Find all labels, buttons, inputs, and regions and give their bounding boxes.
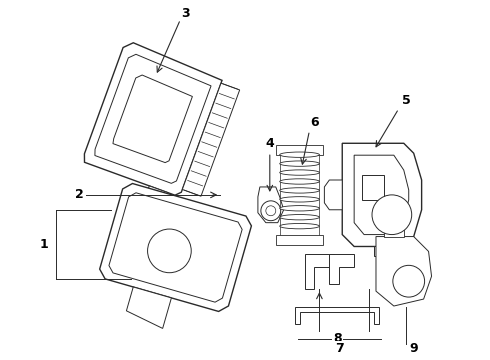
Text: 1: 1 xyxy=(39,238,48,251)
Polygon shape xyxy=(276,235,323,245)
Polygon shape xyxy=(126,287,172,328)
Polygon shape xyxy=(329,255,354,284)
Text: 9: 9 xyxy=(409,342,418,355)
Polygon shape xyxy=(342,143,421,247)
Polygon shape xyxy=(109,193,242,302)
Polygon shape xyxy=(84,43,222,195)
Ellipse shape xyxy=(280,206,319,211)
Polygon shape xyxy=(99,184,251,311)
Polygon shape xyxy=(113,75,193,163)
Polygon shape xyxy=(324,180,342,210)
Circle shape xyxy=(261,201,281,221)
Text: 5: 5 xyxy=(402,94,411,107)
Circle shape xyxy=(372,195,412,235)
Text: 8: 8 xyxy=(333,332,342,345)
Polygon shape xyxy=(354,155,409,235)
Ellipse shape xyxy=(280,161,319,166)
Ellipse shape xyxy=(280,188,319,193)
Text: 6: 6 xyxy=(310,116,319,129)
Ellipse shape xyxy=(280,152,319,157)
Polygon shape xyxy=(95,54,211,183)
Polygon shape xyxy=(362,175,384,200)
Polygon shape xyxy=(305,255,334,289)
Polygon shape xyxy=(182,83,240,196)
Polygon shape xyxy=(376,237,432,306)
Polygon shape xyxy=(294,307,379,324)
Circle shape xyxy=(147,229,191,273)
Polygon shape xyxy=(258,187,284,223)
Ellipse shape xyxy=(280,224,319,229)
Polygon shape xyxy=(374,247,394,256)
Circle shape xyxy=(393,265,425,297)
Ellipse shape xyxy=(280,197,319,202)
Text: 2: 2 xyxy=(75,188,84,201)
Ellipse shape xyxy=(280,170,319,175)
Text: 3: 3 xyxy=(181,7,190,20)
Ellipse shape xyxy=(280,179,319,184)
Polygon shape xyxy=(384,227,404,237)
Text: 7: 7 xyxy=(335,342,343,355)
Ellipse shape xyxy=(280,215,319,220)
Polygon shape xyxy=(142,186,168,213)
Polygon shape xyxy=(276,145,323,155)
Circle shape xyxy=(266,206,276,216)
Text: 4: 4 xyxy=(266,137,274,150)
